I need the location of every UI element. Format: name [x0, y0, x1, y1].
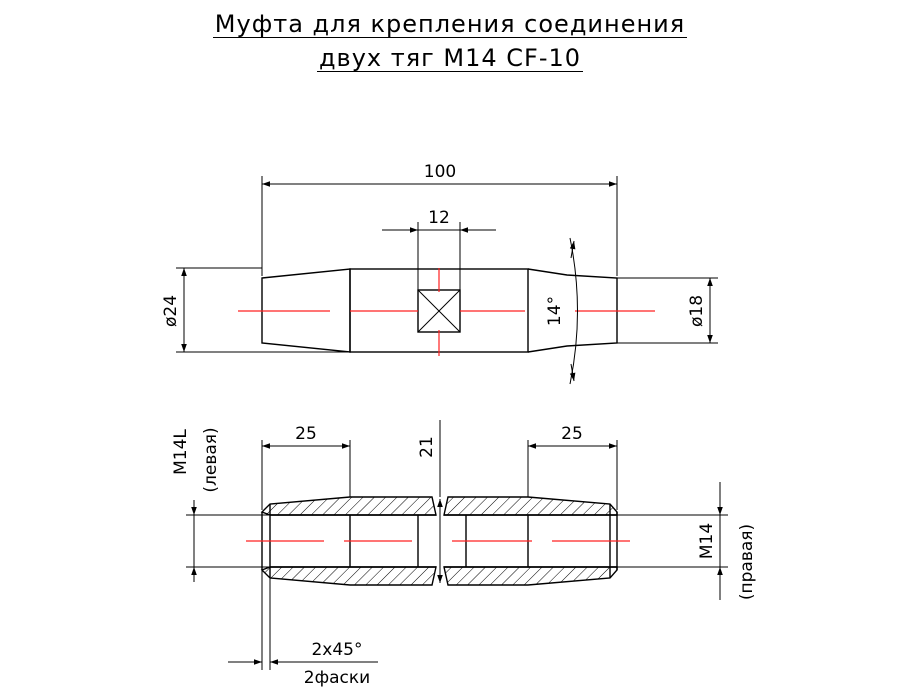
center-thread-label: 21 — [417, 436, 437, 458]
top-view: 100 12 ø24 ø18 14° — [161, 162, 718, 385]
right-diameter-label: ø18 — [687, 295, 707, 327]
taper-angle-arc — [569, 237, 578, 385]
title-line-1: Муфта для крепления соединения — [0, 10, 900, 38]
left-thread-note: (левая) — [201, 427, 221, 492]
center-hole-label: 12 — [428, 208, 450, 228]
title-line-2: двух тяг М14 CF-10 — [0, 44, 900, 72]
right-thread-label: М14 — [697, 523, 717, 559]
right-thread-length-label: 25 — [561, 424, 583, 444]
title-line-2-text: двух тяг М14 CF-10 — [316, 44, 584, 72]
chamfer-note-label: 2фаски — [304, 668, 370, 688]
title-line-1-text: Муфта для крепления соединения — [212, 10, 688, 38]
left-thread-label: М14L — [171, 429, 191, 475]
left-thread-length-label: 25 — [295, 424, 317, 444]
right-thread-note: (правая) — [737, 524, 757, 600]
section-view: 25 25 21 М14L (левая) М14 (правая) 2х45° — [171, 420, 757, 688]
top-wall-hatch — [260, 496, 437, 516]
left-diameter-label: ø24 — [161, 295, 181, 327]
bottom-wall-hatch — [260, 566, 437, 586]
taper-angle-label: 14° — [545, 296, 565, 326]
chamfer-size-label: 2х45° — [311, 640, 362, 660]
overall-length-label: 100 — [424, 162, 456, 182]
